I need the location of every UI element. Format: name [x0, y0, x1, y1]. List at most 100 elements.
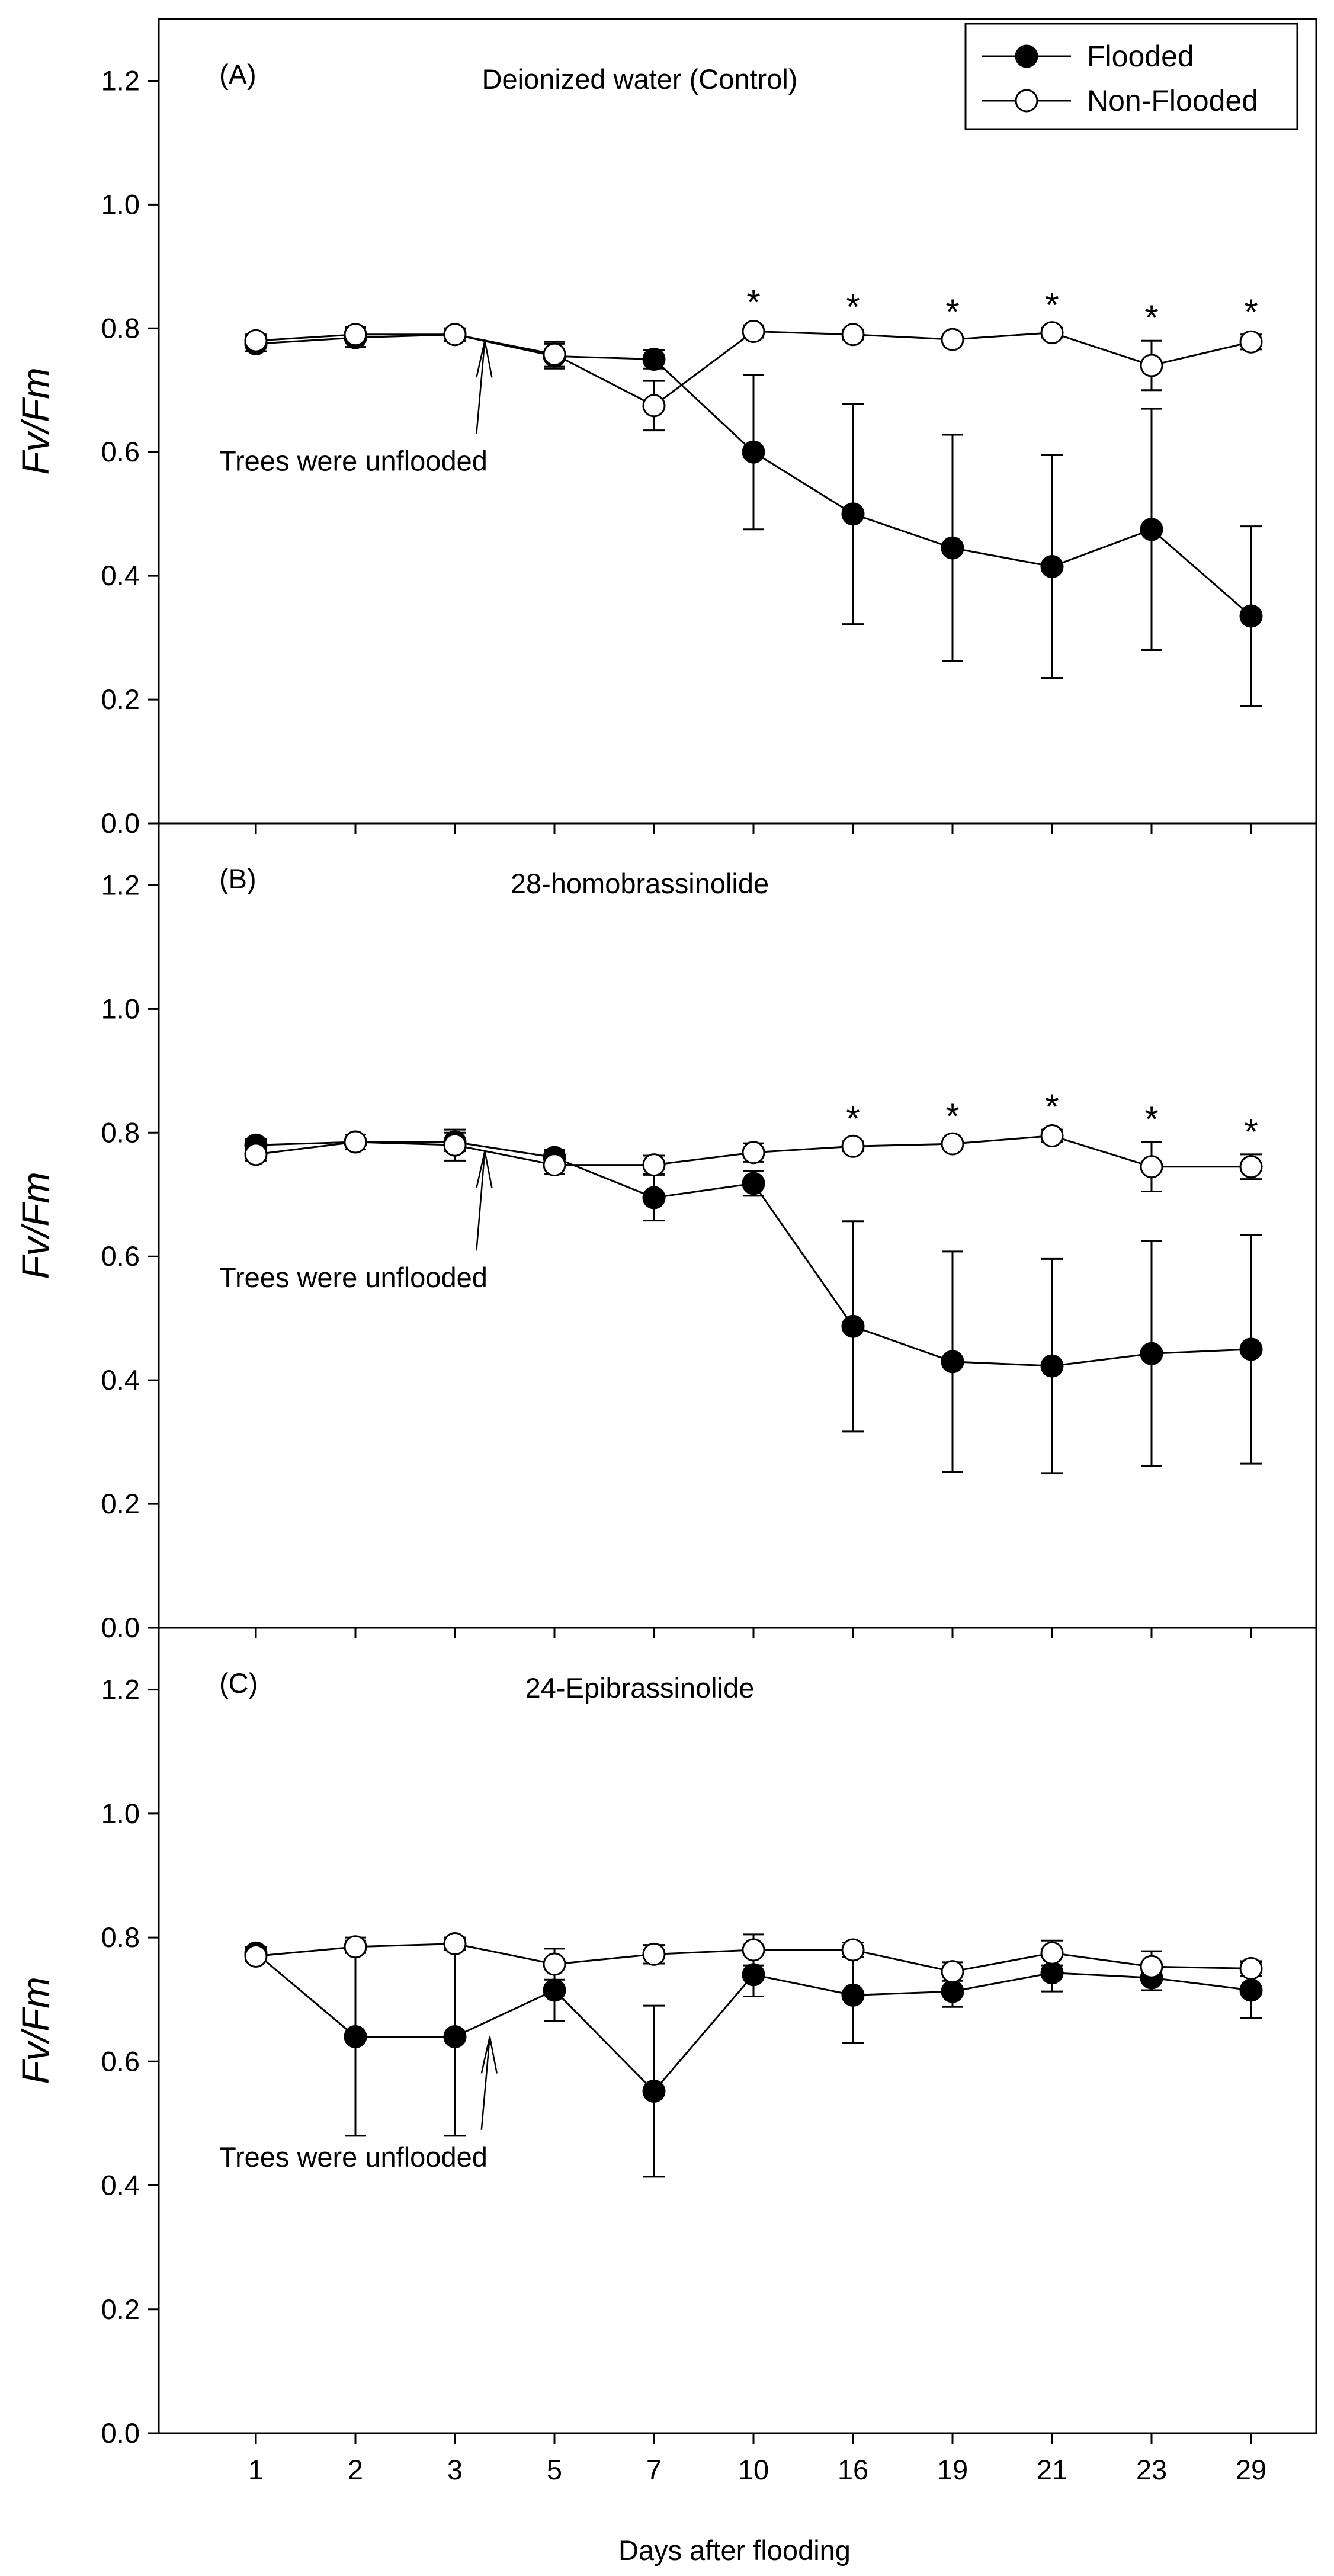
unflooded-arrow: [480, 2036, 498, 2130]
data-point-non-flooded: [1140, 1155, 1163, 1179]
data-point-flooded: [443, 2025, 467, 2048]
data-point-non-flooded: [642, 394, 666, 418]
y-tick-label: 1.2: [101, 65, 140, 96]
panel-1: 0.0 0.2 0.4 0.6 0.8 1.0 1.2 Fv/Fm (A) Deionized w…: [14, 18, 1317, 839]
data-point-non-flooded: [1140, 354, 1163, 377]
data-point-non-flooded: [841, 1938, 865, 1962]
x-tick-label: 21: [1037, 2454, 1067, 2485]
data-point-non-flooded: [1239, 1956, 1263, 1980]
unflooded-arrow: [476, 1151, 493, 1251]
significance-star: *: [1244, 292, 1258, 332]
y-axis-title: Fv/Fm: [14, 367, 57, 474]
data-point-non-flooded: [543, 342, 566, 366]
panel-title: 28-homobrassinolide: [511, 868, 769, 899]
x-tick-label: 2: [348, 2454, 363, 2485]
legend-marker: [1015, 89, 1038, 113]
y-tick-label: 0.8: [101, 312, 140, 344]
x-tick-label: 5: [547, 2454, 562, 2485]
data-point-flooded: [742, 1963, 765, 1987]
y-tick-label: 0.6: [101, 1240, 140, 1272]
data-point-flooded: [1239, 1337, 1263, 1361]
data-point-non-flooded: [941, 1960, 964, 1984]
y-tick-label: 0.0: [101, 2417, 140, 2449]
data-point-non-flooded: [344, 1935, 367, 1959]
panel-title: 24-Epibrassinolide: [525, 1672, 755, 1704]
data-point-non-flooded: [443, 323, 467, 347]
data-point-flooded: [642, 348, 666, 371]
data-point-non-flooded: [742, 1141, 765, 1165]
data-point-flooded: [841, 1983, 865, 2007]
y-tick-label: 0.4: [101, 2170, 140, 2201]
y-axis-title: Fv/Fm: [14, 1977, 57, 2084]
panel-frame: [158, 822, 1317, 1629]
data-point-flooded: [543, 1978, 566, 2002]
panel-2: 0.0 0.2 0.4 0.6 0.8 1.0 1.2 Fv/Fm (B) 28-homobras…: [14, 822, 1317, 1643]
y-tick-label: 0.2: [101, 2293, 140, 2325]
data-point-flooded: [1140, 1342, 1163, 1365]
x-tick-label: 10: [738, 2454, 769, 2485]
y-tick-label: 0.6: [101, 436, 140, 467]
data-point-non-flooded: [642, 1942, 666, 1966]
y-tick-label: 0.6: [101, 2045, 140, 2077]
y-tick-label: 0.0: [101, 1612, 140, 1643]
panel-3: 0.0 0.2 0.4 0.6 0.8 1.0 1.2 Fv/Fm (C) 24-Epibrass…: [14, 1627, 1317, 2449]
x-tick-label: 3: [447, 2454, 463, 2485]
data-point-flooded: [941, 1350, 964, 1374]
data-point-non-flooded: [244, 1944, 268, 1968]
panel-label: (A): [219, 59, 256, 90]
data-point-non-flooded: [642, 1153, 666, 1177]
significance-star: *: [846, 287, 860, 326]
significance-star: *: [1045, 285, 1059, 325]
annotation-text: Trees were unflooded: [219, 445, 488, 476]
significance-star: *: [1244, 1112, 1258, 1151]
unflooded-arrow: [476, 340, 493, 434]
data-point-non-flooded: [443, 1133, 467, 1157]
legend: Flooded Non-Flooded: [964, 23, 1298, 130]
x-tick-label: 19: [937, 2454, 968, 2485]
arrow-head: [476, 1151, 493, 1188]
significance-star: *: [1144, 1099, 1158, 1139]
data-point-non-flooded: [1040, 1124, 1064, 1148]
data-point-non-flooded: [1239, 1155, 1263, 1179]
y-tick-label: 0.4: [101, 560, 140, 591]
data-point-non-flooded: [941, 328, 964, 351]
panel-frame: [158, 18, 1317, 825]
significance-star: *: [945, 292, 959, 332]
panel-frame: [158, 1627, 1317, 2434]
legend-label: Non-Flooded: [1087, 84, 1258, 117]
data-point-flooded: [344, 2025, 367, 2048]
data-point-non-flooded: [1040, 1941, 1064, 1965]
data-point-non-flooded: [244, 329, 268, 352]
data-point-non-flooded: [1040, 321, 1064, 345]
data-point-flooded: [1140, 518, 1163, 541]
arrow-head: [480, 2036, 498, 2074]
data-point-flooded: [1040, 554, 1064, 578]
data-point-non-flooded: [344, 323, 367, 347]
data-point-flooded: [941, 536, 964, 560]
x-axis-title: Days after flooding: [618, 2535, 851, 2566]
panel-label: (B): [219, 863, 256, 894]
legend-marker: [1015, 44, 1038, 68]
y-tick-label: 0.2: [101, 1488, 140, 1519]
y-tick-label: 1.0: [101, 188, 140, 220]
y-tick-label: 0.8: [101, 1921, 140, 1953]
arrow-shaft: [476, 1151, 486, 1251]
data-point-flooded: [841, 1314, 865, 1338]
x-tick-label: 29: [1236, 2454, 1266, 2485]
y-tick-label: 0.4: [101, 1364, 140, 1396]
x-tick-label: 7: [646, 2454, 662, 2485]
y-tick-label: 1.2: [101, 1674, 140, 1705]
x-tick-label: 1: [248, 2454, 264, 2485]
data-point-flooded: [1040, 1961, 1064, 1985]
data-point-non-flooded: [841, 1134, 865, 1158]
data-point-flooded: [1239, 604, 1263, 628]
y-tick-label: 1.0: [101, 1798, 140, 1829]
data-point-flooded: [642, 1186, 666, 1210]
significance-star: *: [846, 1099, 860, 1138]
data-point-non-flooded: [742, 320, 765, 344]
significance-star: *: [1045, 1087, 1059, 1127]
y-tick-label: 1.0: [101, 993, 140, 1024]
data-point-non-flooded: [543, 1952, 566, 1976]
data-point-non-flooded: [941, 1132, 964, 1156]
